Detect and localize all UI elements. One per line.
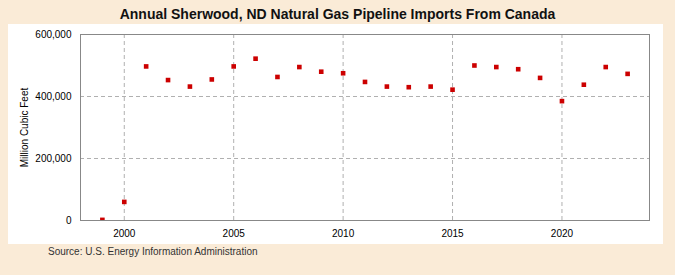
html-text:Annual Sherwood, ND Natural Ga: Annual Sherwood, ND Natural Gas Pipeline… bbox=[119, 6, 556, 22]
svg-text:200,000: 200,000 bbox=[35, 153, 72, 164]
svg-text:2015: 2015 bbox=[441, 228, 464, 239]
svg-text:Million Cubic Feet: Million Cubic Feet bbox=[19, 88, 30, 168]
svg-text:2005: 2005 bbox=[223, 228, 246, 239]
svg-text:2010: 2010 bbox=[332, 228, 355, 239]
svg-text:2000: 2000 bbox=[113, 228, 136, 239]
svg-text:400,000: 400,000 bbox=[35, 91, 72, 102]
svg-text:600,000: 600,000 bbox=[35, 29, 72, 40]
html-text:Source: U.S. Energy Informatio: Source: U.S. Energy Information Administ… bbox=[48, 246, 258, 257]
svg-text:2020: 2020 bbox=[551, 228, 574, 239]
svg-text:0: 0 bbox=[66, 215, 72, 226]
